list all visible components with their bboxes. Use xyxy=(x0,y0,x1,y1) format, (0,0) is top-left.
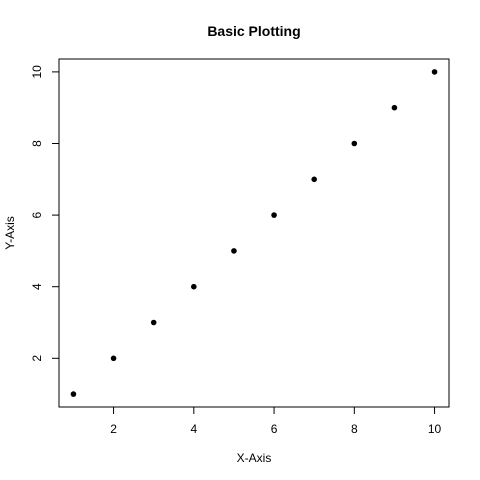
y-axis: 2 4 6 8 10 xyxy=(30,65,59,362)
data-point xyxy=(391,104,398,111)
data-points xyxy=(70,69,438,397)
data-point xyxy=(231,248,237,254)
data-point xyxy=(110,355,117,362)
data-point xyxy=(191,283,197,290)
chart-title: Basic Plotting xyxy=(207,23,300,39)
y-tick-label: 8 xyxy=(30,140,44,147)
x-tick-label: 2 xyxy=(110,422,117,436)
data-point xyxy=(271,212,277,218)
y-tick-label: 10 xyxy=(30,65,44,79)
plot-frame xyxy=(58,58,450,408)
x-tick-label: 8 xyxy=(351,422,358,436)
x-tick-label: 6 xyxy=(271,422,278,436)
x-tick-label: 4 xyxy=(190,422,197,436)
data-point xyxy=(150,319,157,326)
y-tick-label: 6 xyxy=(30,211,44,218)
data-point xyxy=(431,69,438,75)
y-tick-label: 4 xyxy=(30,283,44,290)
data-point xyxy=(311,176,317,183)
data-point xyxy=(70,391,77,397)
x-tick-label: 10 xyxy=(428,422,442,436)
x-axis-label: X-Axis xyxy=(237,451,272,465)
data-point xyxy=(351,140,358,147)
y-tick-label: 2 xyxy=(30,355,44,362)
x-axis: 2 4 6 8 10 xyxy=(110,407,442,436)
y-axis-label: Y-Axis xyxy=(3,216,17,250)
